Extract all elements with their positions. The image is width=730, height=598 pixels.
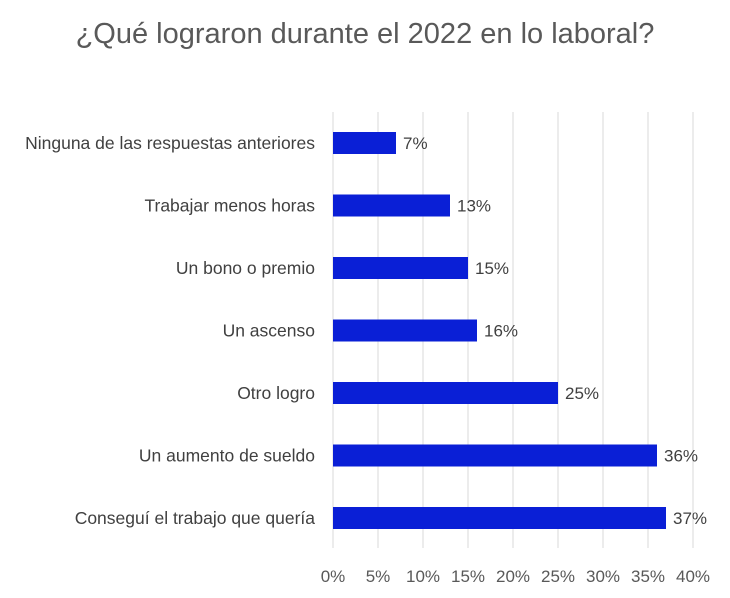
x-tick-label: 15% (451, 567, 485, 586)
category-label: Ninguna de las respuestas anteriores (25, 133, 315, 153)
category-labels: Ninguna de las respuestas anteriores Trab… (25, 133, 315, 528)
x-tick-label: 35% (631, 567, 665, 586)
data-label: 36% (664, 447, 698, 466)
x-tick-label: 5% (366, 567, 391, 586)
bar (333, 444, 657, 467)
x-tick-label: 40% (676, 567, 710, 586)
bar (333, 507, 666, 529)
data-labels: 7% 13% 15% 16% 25% 36% 37% (403, 134, 707, 528)
x-tick-label: 20% (496, 567, 530, 586)
data-label: 37% (673, 509, 707, 528)
bar (333, 194, 450, 217)
category-label: Un bono o premio (176, 258, 315, 278)
chart-title: ¿Qué lograron durante el 2022 en lo labo… (75, 18, 655, 50)
bar (333, 257, 468, 279)
bar (333, 382, 558, 404)
category-label: Trabajar menos horas (144, 196, 315, 216)
data-label: 7% (403, 134, 428, 153)
category-label: Un ascenso (223, 321, 315, 341)
category-label: Un aumento de sueldo (139, 446, 315, 466)
bars (333, 132, 666, 529)
data-label: 16% (484, 322, 518, 341)
x-tick-label: 25% (541, 567, 575, 586)
x-tick-label: 30% (586, 567, 620, 586)
bar (333, 132, 396, 154)
x-tick-label: 0% (321, 567, 346, 586)
data-label: 25% (565, 384, 599, 403)
x-axis-ticks: 0% 5% 10% 15% 20% 25% 30% 35% 40% (321, 567, 710, 586)
data-label: 15% (475, 259, 509, 278)
data-label: 13% (457, 197, 491, 216)
category-label: Otro logro (237, 383, 315, 403)
category-label: Conseguí el trabajo que quería (75, 508, 316, 528)
x-tick-label: 10% (406, 567, 440, 586)
bar (333, 319, 477, 342)
